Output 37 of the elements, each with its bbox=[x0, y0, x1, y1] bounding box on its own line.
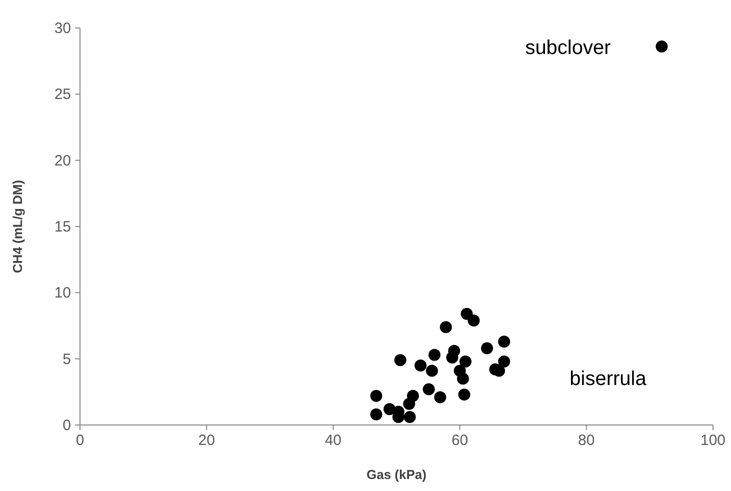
x-tick-label: 60 bbox=[451, 432, 468, 449]
point bbox=[456, 372, 469, 385]
point bbox=[459, 355, 472, 368]
point bbox=[440, 321, 452, 334]
point bbox=[426, 364, 438, 377]
y-axis-title: CH4 (mL/g DM) bbox=[10, 180, 25, 274]
x-tick-label: 20 bbox=[198, 432, 215, 449]
point bbox=[406, 390, 419, 402]
x-axis-title: Gas (kPa) bbox=[366, 467, 426, 482]
point bbox=[656, 40, 668, 53]
point bbox=[498, 355, 510, 368]
y-tick-label: 5 bbox=[62, 350, 71, 368]
point bbox=[481, 342, 494, 354]
point bbox=[446, 352, 458, 364]
point bbox=[434, 391, 446, 404]
x-tick-label: 80 bbox=[578, 432, 595, 449]
y-tick-label: 30 bbox=[54, 20, 71, 37]
y-tick-label: 0 bbox=[62, 417, 71, 434]
point bbox=[394, 354, 406, 366]
y-tick-label: 20 bbox=[54, 152, 71, 170]
annotation: biserrula bbox=[570, 368, 648, 390]
x-tick-label: 40 bbox=[324, 432, 342, 449]
point bbox=[404, 411, 416, 424]
point bbox=[422, 383, 435, 396]
point bbox=[370, 390, 382, 402]
y-tick-label: 25 bbox=[54, 86, 71, 104]
x-tick-label: 0 bbox=[76, 432, 84, 449]
y-tick-label: 10 bbox=[54, 284, 71, 302]
point bbox=[370, 408, 382, 420]
y-tick-label: 15 bbox=[54, 218, 71, 236]
annotation: subclover bbox=[525, 37, 612, 59]
point bbox=[458, 388, 470, 401]
point bbox=[414, 359, 427, 372]
point bbox=[468, 314, 480, 326]
x-tick-label: 100 bbox=[700, 432, 726, 449]
point bbox=[428, 348, 440, 361]
point bbox=[498, 336, 510, 348]
